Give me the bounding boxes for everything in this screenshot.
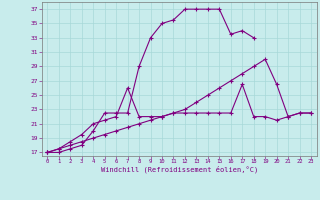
- X-axis label: Windchill (Refroidissement éolien,°C): Windchill (Refroidissement éolien,°C): [100, 166, 258, 173]
